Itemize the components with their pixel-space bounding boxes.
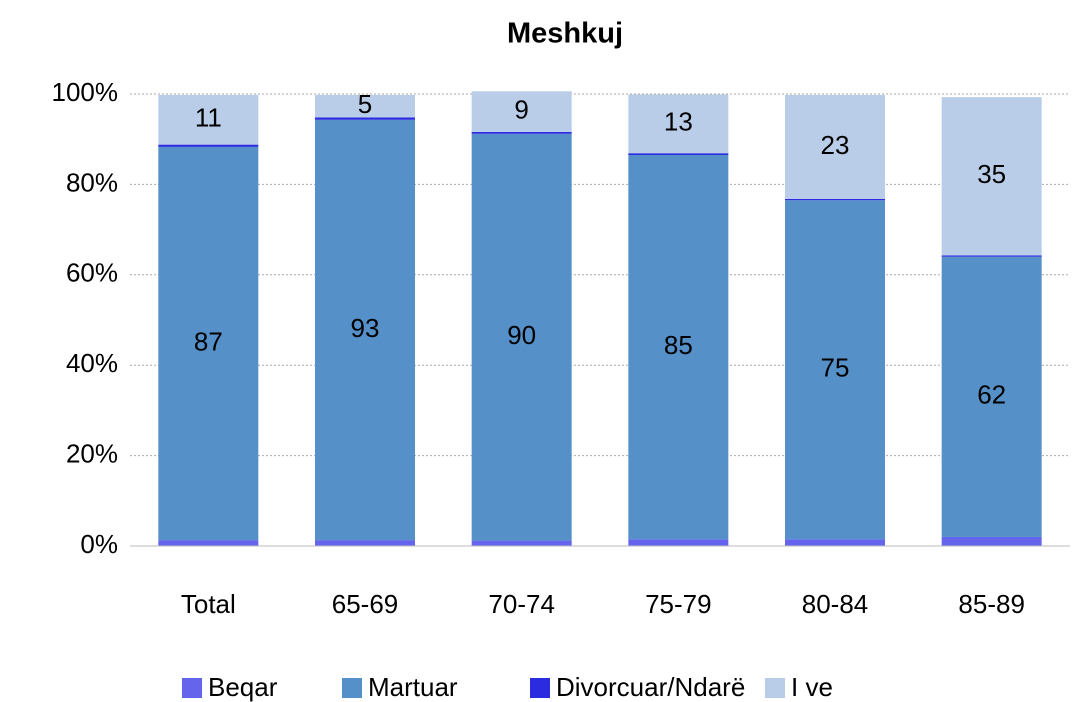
data-label: 62 [977,380,1006,410]
bar-segment [628,539,729,546]
y-tick-label: 20% [66,438,118,468]
bar-segment [315,94,415,118]
y-tick-label: 40% [66,348,118,378]
bar-segment [785,94,885,199]
x-tick-label: 80-84 [802,589,869,619]
legend-label: Martuar [368,672,458,702]
bar-segment [471,133,572,541]
legend-label: Beqar [208,672,278,702]
bar-segment [785,200,885,540]
y-tick-label: 60% [66,258,118,288]
bar-segment [941,256,1042,537]
bar-segment [628,94,729,154]
bar-segment [315,117,415,120]
x-tick-label: 65-69 [332,589,399,619]
y-tick-label: 0% [80,529,118,559]
legend-swatch [342,678,362,698]
bar-segment [158,94,259,145]
bar-segment [941,255,1042,257]
data-label: 5 [358,89,372,119]
legend-swatch [530,678,550,698]
bar-segment [628,153,729,156]
bar-segment [785,198,885,201]
data-label: 85 [664,330,693,360]
legend-swatch [765,678,785,698]
data-label: 75 [821,353,850,383]
bar-segment [785,539,885,546]
bar-segment [941,97,1042,256]
data-label: 11 [195,103,222,133]
legend-swatch [182,678,202,698]
bar-segment [471,131,572,134]
legend-label: Divorcuar/Ndarë [556,672,745,702]
data-label: 87 [194,326,223,356]
data-label: 90 [507,320,536,350]
data-label: 93 [351,313,380,343]
bar-segment [471,540,572,546]
x-tick-label: 85-89 [958,589,1025,619]
bar-segment [941,536,1042,546]
x-tick-label: Total [181,589,236,619]
data-label: 35 [977,159,1006,189]
bar-segment [628,155,729,540]
y-tick-label: 100% [52,77,119,107]
bar-segment [315,540,415,546]
data-label: 9 [514,95,528,125]
x-tick-label: 70-74 [488,589,555,619]
chart-title: Meshkuj [507,18,623,50]
bar-segment [471,91,572,132]
x-tick-label: 75-79 [645,589,712,619]
data-label: 23 [821,130,850,160]
bar-segment [315,119,415,541]
y-tick-label: 80% [66,167,118,197]
bar-segment [158,146,259,541]
data-label: 13 [664,107,693,137]
bar-segment [158,540,259,546]
bar-segment [158,144,259,147]
legend-label: I ve [791,672,833,702]
